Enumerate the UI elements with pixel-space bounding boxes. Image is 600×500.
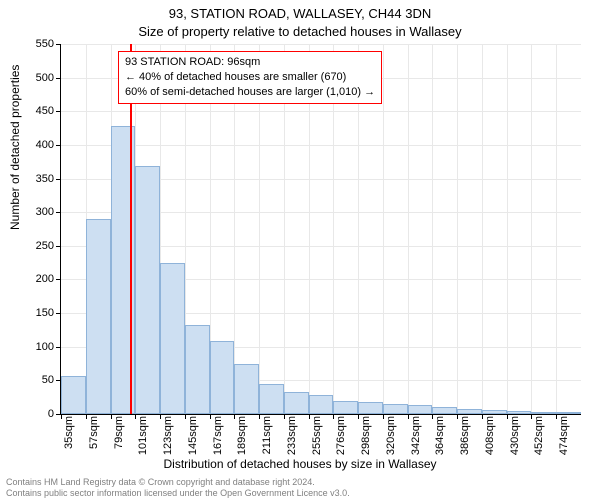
annotation-line-3: 60% of semi-detached houses are larger (…: [125, 85, 375, 100]
xtick-mark: [259, 414, 260, 419]
xtick-label: 276sqm: [335, 416, 347, 466]
ytick-label: 100: [14, 341, 54, 353]
xtick-mark: [160, 414, 161, 419]
histogram-bar: [259, 384, 284, 414]
annotation-box: 93 STATION ROAD: 96sqm ← 40% of detached…: [118, 51, 382, 104]
xtick-mark: [507, 414, 508, 419]
gridline-h: [61, 145, 581, 146]
page-title-line2: Size of property relative to detached ho…: [0, 24, 600, 39]
xtick-label: 320sqm: [385, 416, 397, 466]
histogram-bar: [284, 392, 309, 414]
histogram-bar: [531, 412, 556, 414]
xtick-label: 167sqm: [212, 416, 224, 466]
ytick-label: 300: [14, 206, 54, 218]
gridline-v: [457, 44, 458, 414]
ytick-label: 250: [14, 240, 54, 252]
gridline-v: [482, 44, 483, 414]
ytick-mark: [56, 44, 61, 45]
xtick-label: 57sqm: [88, 416, 100, 466]
histogram-bar: [210, 341, 235, 414]
ytick-label: 150: [14, 307, 54, 319]
histogram-bar: [507, 411, 532, 414]
xtick-mark: [358, 414, 359, 419]
gridline-v: [432, 44, 433, 414]
histogram-bar: [383, 404, 408, 414]
histogram-bar: [408, 405, 433, 414]
xtick-mark: [111, 414, 112, 419]
footer-line-2: Contains public sector information licen…: [6, 488, 350, 498]
histogram-bar: [185, 325, 210, 414]
histogram-bar: [61, 376, 86, 414]
xtick-label: 408sqm: [484, 416, 496, 466]
histogram-bar: [432, 407, 457, 414]
xtick-label: 145sqm: [187, 416, 199, 466]
xtick-mark: [482, 414, 483, 419]
xtick-label: 364sqm: [434, 416, 446, 466]
ytick-mark: [56, 246, 61, 247]
ytick-mark: [56, 212, 61, 213]
gridline-h: [61, 44, 581, 45]
gridline-v: [408, 44, 409, 414]
histogram-bar: [135, 166, 160, 414]
gridline-v: [507, 44, 508, 414]
ytick-mark: [56, 179, 61, 180]
gridline-v: [531, 44, 532, 414]
ytick-label: 400: [14, 139, 54, 151]
histogram-bar: [457, 409, 482, 414]
ytick-label: 200: [14, 273, 54, 285]
histogram-bar: [234, 364, 259, 414]
histogram-bar: [556, 412, 581, 414]
xtick-label: 430sqm: [509, 416, 521, 466]
xtick-mark: [309, 414, 310, 419]
histogram-bar: [86, 219, 111, 414]
histogram-bar: [482, 410, 507, 414]
xtick-label: 233sqm: [286, 416, 298, 466]
xtick-mark: [86, 414, 87, 419]
page-title-line1: 93, STATION ROAD, WALLASEY, CH44 3DN: [0, 6, 600, 21]
histogram-bar: [333, 401, 358, 414]
xtick-label: 123sqm: [162, 416, 174, 466]
ytick-label: 450: [14, 105, 54, 117]
xtick-mark: [284, 414, 285, 419]
xtick-label: 386sqm: [459, 416, 471, 466]
histogram-bar: [358, 402, 383, 414]
xtick-label: 101sqm: [137, 416, 149, 466]
footer-line-1: Contains HM Land Registry data © Crown c…: [6, 477, 350, 487]
annotation-line-1: 93 STATION ROAD: 96sqm: [125, 55, 375, 70]
ytick-label: 0: [14, 408, 54, 420]
ytick-mark: [56, 347, 61, 348]
xtick-mark: [210, 414, 211, 419]
xtick-label: 35sqm: [63, 416, 75, 466]
ytick-mark: [56, 313, 61, 314]
xtick-label: 79sqm: [113, 416, 125, 466]
ytick-mark: [56, 78, 61, 79]
ytick-label: 500: [14, 72, 54, 84]
histogram-bar: [309, 395, 334, 414]
ytick-label: 350: [14, 173, 54, 185]
gridline-v: [383, 44, 384, 414]
ytick-mark: [56, 111, 61, 112]
xtick-label: 342sqm: [410, 416, 422, 466]
footer-credits: Contains HM Land Registry data © Crown c…: [6, 477, 350, 498]
gridline-h: [61, 111, 581, 112]
xtick-label: 255sqm: [311, 416, 323, 466]
xtick-label: 298sqm: [360, 416, 372, 466]
xtick-label: 474sqm: [558, 416, 570, 466]
ytick-mark: [56, 145, 61, 146]
ytick-label: 550: [14, 38, 54, 50]
xtick-mark: [185, 414, 186, 419]
ytick-label: 50: [14, 374, 54, 386]
xtick-mark: [408, 414, 409, 419]
xtick-label: 211sqm: [261, 416, 273, 466]
annotation-line-2: ← 40% of detached houses are smaller (67…: [125, 70, 375, 85]
ytick-mark: [56, 279, 61, 280]
xtick-mark: [383, 414, 384, 419]
xtick-label: 452sqm: [533, 416, 545, 466]
xtick-mark: [61, 414, 62, 419]
xtick-label: 189sqm: [236, 416, 248, 466]
gridline-v: [556, 44, 557, 414]
histogram-bar: [160, 263, 185, 414]
